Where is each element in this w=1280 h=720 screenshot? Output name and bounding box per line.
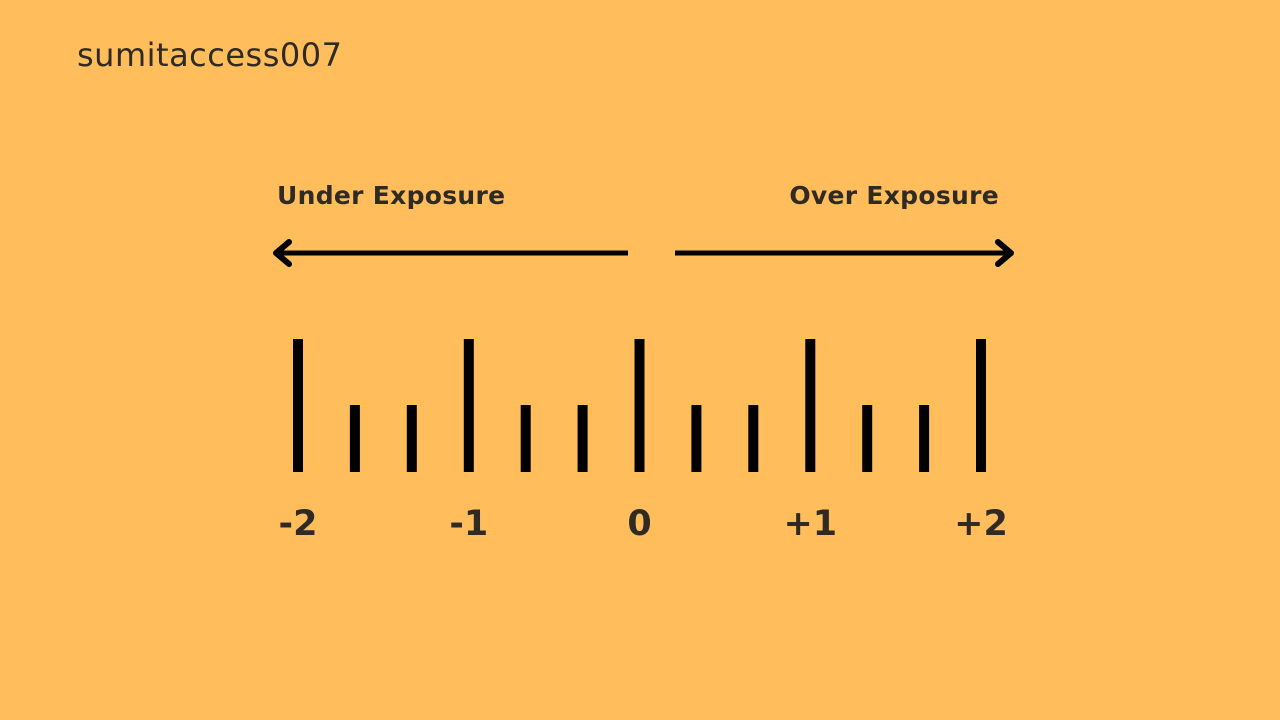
minor-tick xyxy=(520,405,531,472)
over-exposure-arrow xyxy=(675,239,1014,267)
stop-label: -1 xyxy=(449,504,488,544)
under-exposure-heading: Under Exposure xyxy=(277,181,506,210)
stop-label: -2 xyxy=(279,504,318,544)
major-tick xyxy=(976,339,986,472)
stop-label: +1 xyxy=(783,504,837,544)
arrows-layer xyxy=(273,239,1014,267)
under-exposure-arrow xyxy=(273,239,628,267)
minor-tick xyxy=(406,405,417,472)
major-tick xyxy=(463,339,474,472)
minor-tick xyxy=(862,405,873,472)
minor-tick xyxy=(691,405,702,472)
minor-tick xyxy=(919,405,930,472)
stop-label: 0 xyxy=(627,504,651,544)
minor-tick xyxy=(577,405,588,472)
labels-layer: -2 -1 0 +1 +2 xyxy=(279,504,1008,544)
ticks-layer xyxy=(293,339,986,472)
minor-tick xyxy=(349,405,360,472)
watermark: sumitaccess007 xyxy=(77,36,343,74)
under-exposure-arrow-head xyxy=(273,239,292,267)
over-exposure-arrow-head xyxy=(995,239,1014,267)
major-tick xyxy=(634,339,645,472)
minor-tick xyxy=(748,405,759,472)
over-exposure-heading: Over Exposure xyxy=(789,181,999,210)
major-tick xyxy=(293,339,303,472)
major-tick xyxy=(805,339,816,472)
stop-label: +2 xyxy=(954,504,1008,544)
